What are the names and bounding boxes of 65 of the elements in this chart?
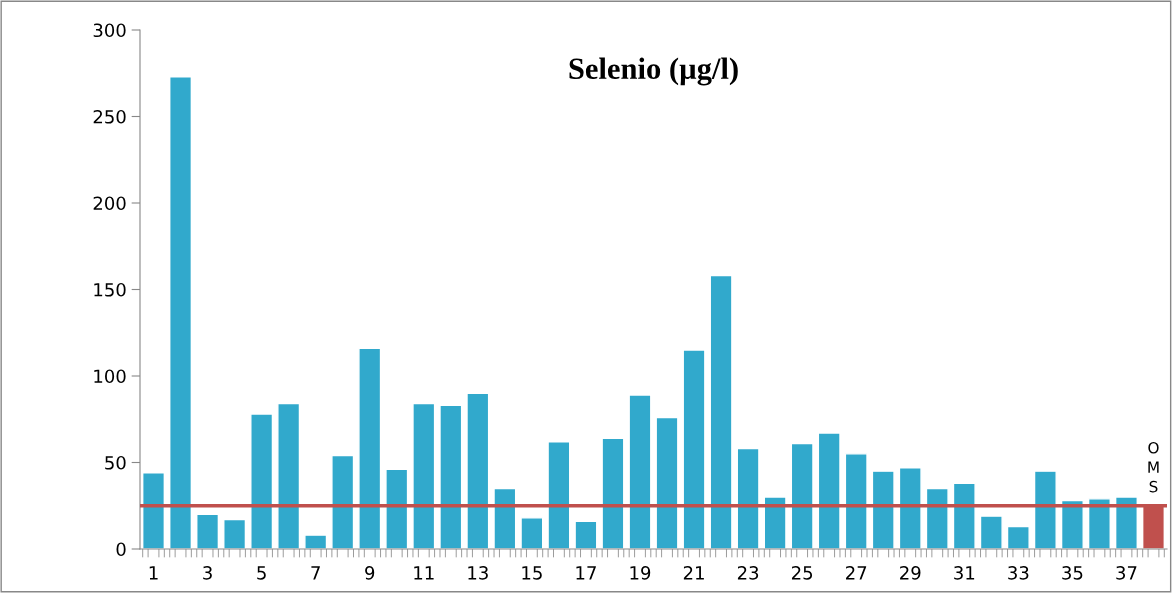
bar bbox=[169, 76, 193, 549]
y-tick-label: 0 bbox=[116, 542, 126, 557]
y-tick-label: 50 bbox=[105, 455, 126, 470]
y-tick-label: 100 bbox=[94, 369, 126, 384]
bar bbox=[1087, 498, 1111, 549]
bar bbox=[196, 513, 220, 549]
bar bbox=[439, 404, 463, 549]
bar bbox=[601, 437, 625, 549]
x-tick-label: 19 bbox=[630, 565, 651, 580]
y-tick-label: 150 bbox=[94, 282, 126, 297]
bar bbox=[250, 413, 274, 549]
x-tick-label: 21 bbox=[683, 565, 704, 580]
bar bbox=[358, 347, 382, 549]
y-tick-label: 200 bbox=[93, 196, 126, 211]
bar bbox=[412, 402, 436, 549]
bar bbox=[763, 496, 787, 549]
x-tick-label: 23 bbox=[737, 565, 759, 580]
x-tick-label: 33 bbox=[1008, 565, 1029, 580]
bar bbox=[628, 394, 652, 549]
bar bbox=[1060, 499, 1084, 549]
bar bbox=[655, 416, 679, 549]
bar bbox=[898, 466, 922, 549]
bar bbox=[1114, 496, 1138, 549]
bar bbox=[142, 472, 166, 549]
bar bbox=[817, 432, 841, 549]
annotation: OMS bbox=[1148, 441, 1159, 493]
x-tick-label: 11 bbox=[414, 566, 434, 580]
x-tick-label: 17 bbox=[576, 566, 596, 580]
x-tick-label: 37 bbox=[1116, 565, 1137, 580]
y-tick-label: 250 bbox=[93, 109, 126, 124]
bar bbox=[331, 454, 355, 549]
x-tick-label: 15 bbox=[522, 566, 542, 580]
x-tick-label: 31 bbox=[954, 565, 975, 580]
bar bbox=[952, 482, 976, 549]
x-tick-label: 1 bbox=[149, 566, 158, 580]
x-tick-label: 3 bbox=[203, 565, 212, 580]
bar bbox=[844, 453, 868, 549]
x-tick-label: 29 bbox=[900, 565, 921, 580]
bar bbox=[925, 487, 949, 549]
y-tick-label: 300 bbox=[93, 23, 126, 38]
x-tick-label: 25 bbox=[791, 565, 813, 580]
bar bbox=[871, 470, 895, 549]
text: Selenio (µg/l) bbox=[569, 57, 738, 86]
bar bbox=[790, 442, 814, 549]
bar bbox=[277, 402, 301, 549]
bar bbox=[493, 487, 517, 549]
x-tick-label: 5 bbox=[257, 566, 266, 580]
bar bbox=[979, 515, 1003, 549]
bar bbox=[709, 274, 733, 549]
x-tick-label: 9 bbox=[365, 565, 375, 580]
x-tick-label: 7 bbox=[311, 566, 320, 580]
bar bbox=[223, 518, 247, 549]
x-tick-label: 27 bbox=[846, 565, 867, 580]
bar bbox=[1006, 525, 1030, 549]
bar bbox=[1033, 470, 1057, 549]
x-tick-label: 35 bbox=[1062, 565, 1083, 580]
bar bbox=[385, 468, 409, 549]
bar bbox=[466, 392, 490, 549]
bar bbox=[736, 447, 760, 549]
bar bbox=[682, 349, 706, 549]
bar bbox=[304, 534, 328, 549]
x-tick-label: 13 bbox=[468, 565, 488, 580]
bar bbox=[520, 517, 544, 549]
bar bbox=[574, 520, 598, 549]
bar bbox=[547, 441, 571, 549]
